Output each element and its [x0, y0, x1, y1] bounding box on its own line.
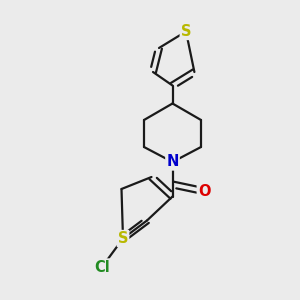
Text: O: O — [198, 184, 210, 199]
Text: N: N — [166, 154, 179, 169]
Text: Cl: Cl — [94, 260, 110, 274]
Text: S: S — [118, 231, 128, 246]
Text: S: S — [181, 24, 191, 39]
